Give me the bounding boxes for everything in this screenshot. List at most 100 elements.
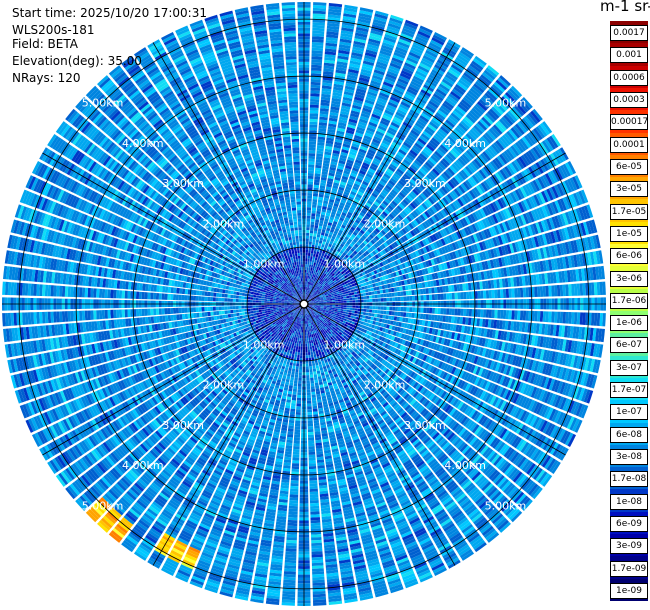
radar-gate	[340, 32, 353, 38]
radar-gate	[355, 129, 365, 135]
radar-gate	[313, 4, 327, 9]
radar-gate	[312, 239, 316, 243]
radar-gate	[340, 108, 350, 113]
radar-gate	[321, 302, 324, 304]
radar-gate	[409, 49, 422, 57]
radar-gate	[330, 164, 337, 169]
radar-gate	[314, 222, 319, 226]
radar-gate	[311, 42, 324, 46]
radar-gate	[306, 210, 311, 214]
radar-gate	[368, 291, 372, 296]
radar-gate	[363, 159, 371, 165]
radar-gate	[428, 314, 432, 321]
radar-gate	[307, 258, 310, 262]
radar-gate	[335, 225, 341, 230]
radar-gate	[437, 308, 441, 315]
radar-gate	[328, 3, 343, 8]
radar-gate	[322, 262, 326, 267]
radar-gate	[517, 287, 521, 298]
radar-gate	[405, 290, 410, 296]
radar-gate	[324, 51, 337, 56]
radar-gate	[318, 252, 322, 256]
radar-gate	[446, 293, 450, 300]
radar-gate	[385, 293, 390, 298]
radar-gate	[325, 145, 333, 150]
radar-gate	[328, 120, 337, 125]
radar-gate	[310, 218, 315, 223]
radar-gate	[335, 306, 339, 309]
radar-gate	[332, 242, 337, 247]
radar-gate	[351, 313, 355, 316]
radar-gate	[325, 42, 338, 47]
radar-gate	[325, 37, 338, 42]
radar-gate	[431, 287, 435, 294]
radar-gate	[320, 214, 325, 219]
radar-gate	[335, 212, 341, 217]
radar-gate	[321, 174, 328, 178]
radar-gate	[343, 298, 347, 301]
radar-gate	[319, 113, 329, 118]
radar-gate	[373, 18, 387, 26]
radar-gate	[339, 38, 352, 44]
radar-gate	[334, 141, 342, 146]
radar-gate	[331, 208, 337, 213]
radar-gate	[308, 153, 316, 157]
radar-gate	[370, 162, 379, 169]
radar-gate	[316, 210, 321, 215]
radar-gate	[326, 239, 330, 244]
radar-gate	[310, 221, 315, 225]
radar-gate	[377, 58, 389, 65]
radar-gate	[307, 278, 309, 282]
radar-gate	[313, 187, 319, 191]
radar-gate	[377, 298, 381, 302]
radar-gate	[364, 156, 373, 163]
radar-gate	[353, 313, 358, 317]
radar-gate	[396, 43, 409, 51]
radar-gate	[333, 230, 339, 235]
radar-gate	[353, 198, 360, 204]
radar-gate	[536, 286, 541, 297]
radar-gate	[373, 108, 383, 115]
radar-gate	[334, 297, 338, 300]
radar-gate	[335, 72, 346, 77]
radar-gate	[511, 288, 515, 298]
radar-gate	[307, 195, 313, 199]
radar-gate	[386, 25, 400, 33]
radar-gate	[426, 294, 430, 301]
radar-gate	[337, 306, 341, 309]
radar-gate	[327, 222, 333, 226]
radar-gate	[539, 286, 544, 297]
radar-gate	[352, 104, 362, 110]
radar-gate	[434, 294, 438, 301]
radar-gate	[337, 308, 341, 311]
radar-gate	[358, 77, 370, 83]
radar-gate	[376, 100, 387, 107]
radar-gate	[331, 235, 336, 240]
radar-gate	[408, 312, 412, 318]
radar-gate	[399, 35, 412, 43]
radar-gate	[357, 191, 364, 197]
radar-gate	[400, 306, 404, 312]
radar-gate	[314, 173, 321, 177]
radar-gate	[345, 311, 349, 315]
radar-gate	[383, 112, 393, 119]
radar-gate	[305, 264, 307, 268]
radar-gate	[387, 101, 398, 109]
radar-gate	[369, 32, 383, 39]
radar-gate	[372, 21, 386, 28]
radar-gate	[328, 243, 332, 248]
radar-gate	[340, 296, 344, 300]
radar-gate	[321, 91, 331, 95]
radar-gate	[411, 289, 415, 296]
radar-gate	[339, 157, 347, 162]
radar-gate	[313, 271, 316, 275]
radar-gate	[312, 196, 318, 200]
radar-gate	[318, 240, 323, 244]
radar-gate	[357, 82, 368, 88]
radar-gate	[342, 313, 346, 316]
radar-gate	[348, 177, 355, 183]
radar-gate	[323, 254, 328, 258]
radar-gate	[349, 193, 356, 199]
radar-gate	[343, 191, 350, 196]
radar-gate	[370, 30, 383, 36]
